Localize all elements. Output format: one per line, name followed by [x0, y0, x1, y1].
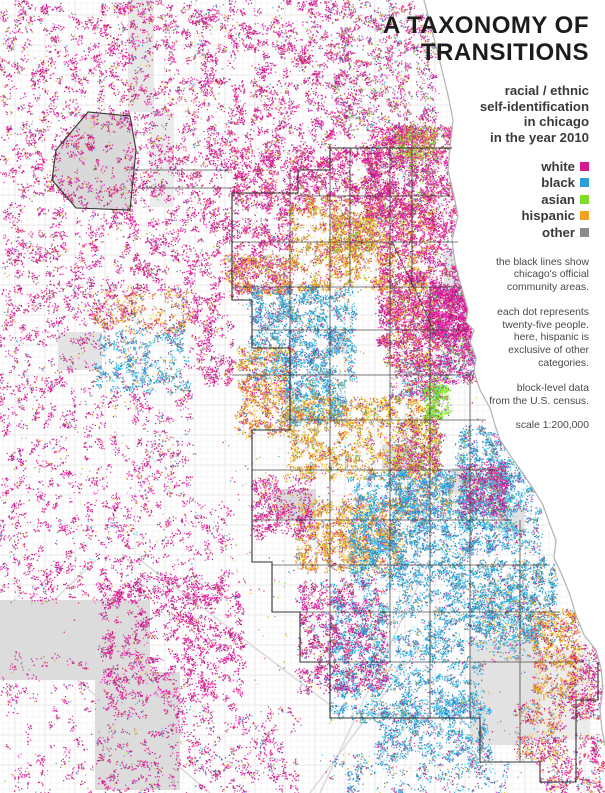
- page-title: A TAXONOMY OF TRANSITIONS: [382, 12, 589, 66]
- legend-swatch-other: [580, 227, 589, 237]
- legend-label-white: white: [541, 158, 575, 174]
- legend-label-asian: asian: [541, 191, 575, 207]
- legend-label-other: other: [542, 224, 575, 240]
- subtitle: racial / ethnic self-identification in c…: [479, 83, 589, 145]
- legend-swatch-black: [580, 178, 589, 188]
- legend-item-black: black: [329, 175, 589, 192]
- legend-item-hispanic: hispanic: [329, 208, 589, 225]
- legend-item-other: other: [329, 224, 589, 241]
- legend-swatch-white: [580, 161, 589, 171]
- legend: white black asian hispanic other: [329, 158, 589, 241]
- legend-label-black: black: [541, 175, 575, 191]
- legend-label-hispanic: hispanic: [521, 208, 576, 224]
- info-panel: A TAXONOMY OF TRANSITIONS racial / ethni…: [329, 12, 589, 431]
- legend-item-white: white: [329, 158, 589, 175]
- legend-swatch-hispanic: [580, 211, 589, 221]
- legend-swatch-asian: [580, 194, 589, 204]
- note-data-source: block-level data from the U.S. census.: [489, 382, 589, 407]
- legend-item-asian: asian: [329, 191, 589, 208]
- note-dot-representation: each dot represents twenty-five people. …: [497, 306, 589, 370]
- note-community-areas: the black lines show chicago's official …: [496, 256, 589, 294]
- scale-note: scale 1:200,000: [515, 420, 589, 432]
